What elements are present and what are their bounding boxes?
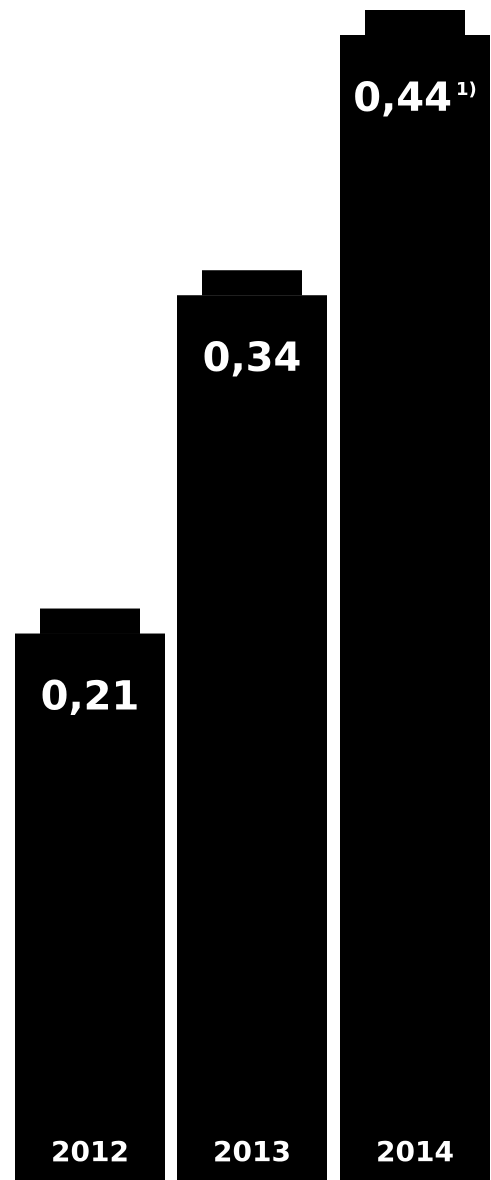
bar-2012 [15, 633, 165, 1180]
value-label-2012: 0,21 [41, 674, 140, 720]
category-label-2013: 2013 [213, 1135, 291, 1168]
bar-cap-2013 [202, 270, 302, 296]
category-label-2014: 2014 [376, 1135, 454, 1168]
bar-cap-2012 [40, 608, 140, 634]
bar-2014 [340, 35, 490, 1180]
value-label-2013: 0,34 [203, 335, 302, 381]
category-label-2012: 2012 [51, 1135, 129, 1168]
footnote-marker-2014: 1) [456, 79, 477, 100]
bar-2013 [177, 295, 327, 1180]
bar-cap-2014 [365, 10, 465, 35]
